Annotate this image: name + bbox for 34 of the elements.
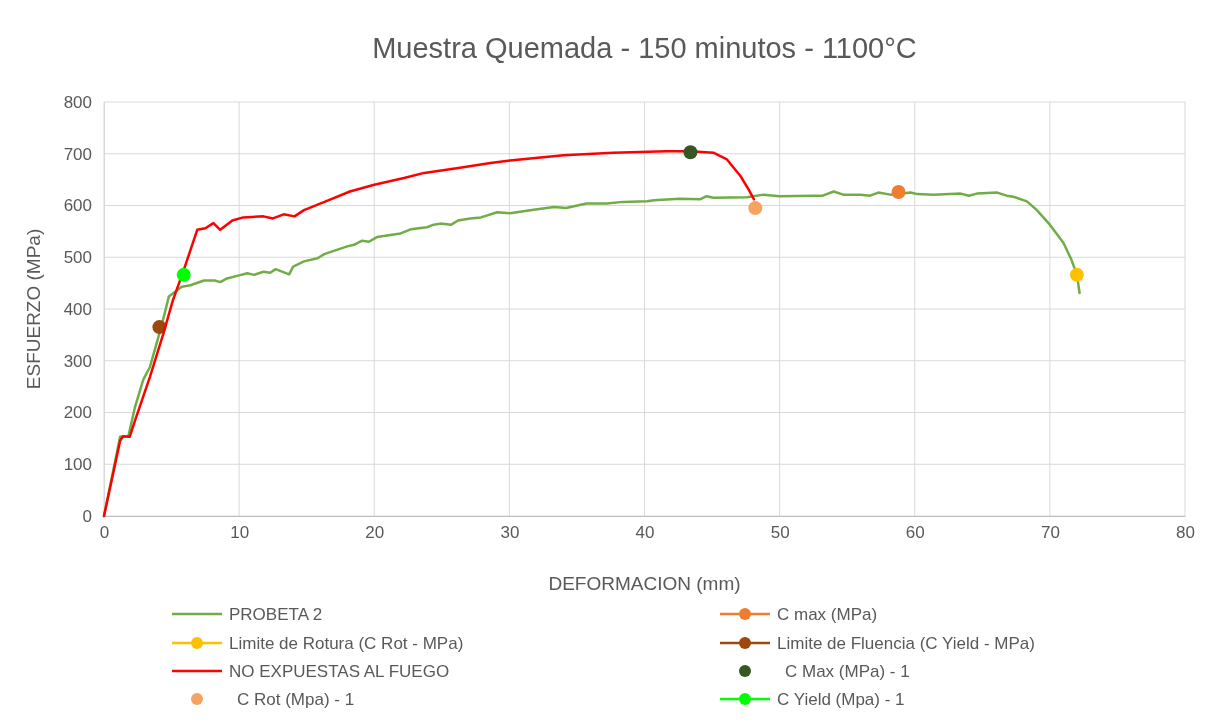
x-tick-label: 70: [1040, 523, 1060, 543]
legend-label: PROBETA 2: [229, 605, 323, 624]
legend-label: NO EXPUESTAS AL FUEGO: [229, 662, 450, 681]
y-tick-label: 200: [63, 403, 92, 423]
x-tick-label: 40: [635, 523, 655, 543]
y-tick-label: 400: [63, 299, 92, 319]
y-tick-label: 500: [63, 248, 92, 268]
y-tick-label: 700: [63, 144, 92, 164]
y-axis-title: ESFUERZO (MPa): [23, 228, 44, 390]
legend-label: C Max (MPa) - 1: [785, 662, 910, 681]
legend-label: Limite de Rotura (C Rot - MPa): [229, 634, 464, 653]
legend-label: C Rot (Mpa) - 1: [237, 690, 355, 709]
point: [891, 185, 906, 200]
point: [1069, 267, 1084, 282]
point: [748, 201, 763, 216]
y-tick-label: 300: [63, 351, 92, 371]
point: [683, 145, 698, 160]
x-tick-label: 60: [905, 523, 925, 543]
y-tick-label: 800: [63, 92, 92, 112]
y-tick-label: 0: [82, 506, 92, 526]
x-tick-label: 20: [365, 523, 385, 543]
legend-label: C Yield (Mpa) - 1: [777, 690, 905, 709]
x-tick-label: 10: [230, 523, 250, 543]
y-tick-label: 600: [63, 196, 92, 216]
x-axis-title: DEFORMACION (mm): [548, 573, 741, 594]
x-tick-label: 80: [1176, 523, 1195, 543]
x-tick-label: 50: [770, 523, 790, 543]
x-tick-label: 30: [500, 523, 520, 543]
legend-label: C max (MPa): [777, 605, 878, 624]
x-tick-label: 0: [99, 523, 110, 543]
point: [176, 267, 191, 282]
chart-title: Muestra Quemada - 150 minutos - 1100°C: [372, 32, 917, 64]
y-tick-label: 100: [63, 455, 92, 475]
legend-label: Limite de Fluencia (C Yield - MPa): [777, 634, 1035, 653]
